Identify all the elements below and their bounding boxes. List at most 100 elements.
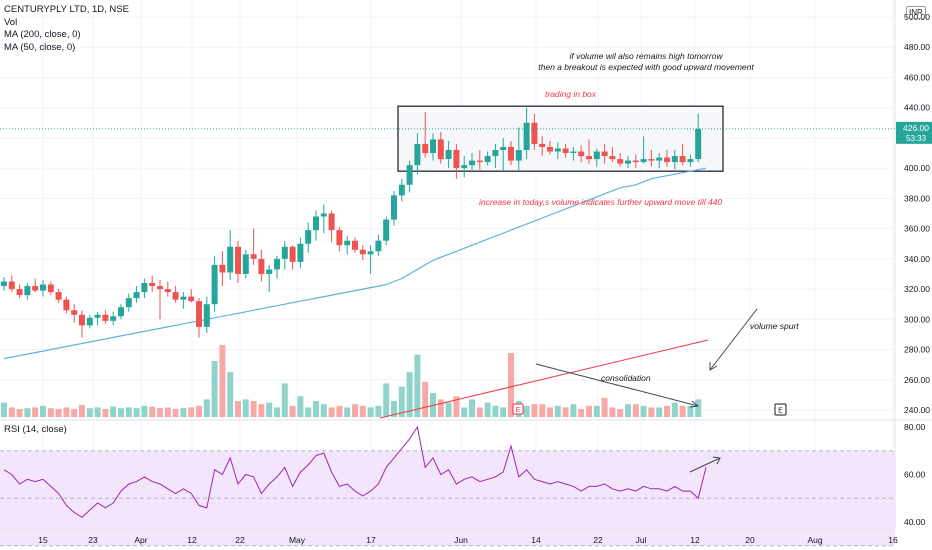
volume-bar — [94, 407, 101, 417]
price-tick-label: 260.00 — [904, 375, 930, 385]
volume-bar — [461, 407, 468, 417]
candle-body — [554, 148, 561, 152]
candle-body — [320, 213, 327, 217]
candle-body — [266, 269, 273, 274]
volume-bar — [180, 408, 187, 417]
candle-body — [352, 240, 358, 250]
volume-bar — [16, 409, 23, 417]
volume-spurt-arrow — [709, 308, 758, 371]
candle-body — [430, 139, 436, 154]
candle-body — [453, 150, 460, 169]
candle-body — [164, 289, 171, 293]
candle-body — [422, 143, 429, 154]
volume-bar — [297, 396, 304, 417]
note-line-1: if volume wil also remains high tomorrow — [569, 51, 723, 61]
volume-bar — [656, 407, 663, 417]
candle-body — [47, 284, 54, 293]
volume-bar — [687, 405, 694, 417]
volume-bar — [86, 408, 93, 417]
time-axis: 15 23 Apr 12 22 May 17 Jun 14 22 Jul 12 20 Aug 16 — [38, 535, 898, 545]
time-tick-label: 12 — [690, 535, 700, 545]
candle-body — [375, 240, 382, 252]
rsi-line — [3, 425, 707, 518]
time-tick-label: Apr — [134, 535, 147, 545]
volume-bar — [79, 405, 85, 417]
time-tick-label: 23 — [88, 535, 98, 545]
candle-body — [250, 254, 257, 259]
volume-bar — [157, 408, 163, 417]
volume-bar — [632, 404, 639, 417]
currency-badge[interactable]: INR — [906, 6, 926, 19]
volume-bar — [476, 407, 483, 417]
candle-body — [274, 258, 280, 270]
volume-bar — [586, 405, 592, 417]
volume-bar — [110, 406, 117, 417]
volume-bar — [235, 401, 241, 417]
price-tick-label: 240.00 — [904, 405, 930, 415]
volume-bar — [383, 383, 390, 417]
time-tick-label: 15 — [38, 535, 48, 545]
candle-body — [601, 151, 608, 157]
volume-bar — [554, 405, 561, 417]
price-tick-label: 500.00 — [904, 12, 930, 22]
candle-body — [133, 292, 140, 299]
candle-body — [648, 159, 655, 161]
volume-bar — [469, 399, 475, 417]
volume-bar — [8, 407, 15, 417]
volume-bar — [539, 404, 546, 417]
volume-bar — [601, 397, 608, 417]
earnings-marker-label: E — [778, 408, 783, 415]
volume-bar — [593, 405, 600, 417]
candle-body — [695, 128, 702, 160]
volume-bar — [671, 402, 678, 417]
candle-body — [469, 160, 475, 166]
volume-series — [1, 345, 702, 417]
candle-body — [79, 314, 85, 326]
volume-bar — [172, 409, 179, 417]
volume-bar — [188, 407, 195, 417]
candle-body — [562, 148, 569, 154]
volume-bar — [1, 402, 7, 417]
volume-bar — [196, 405, 202, 417]
candle-body — [336, 230, 343, 246]
earnings-marker-label: E — [516, 407, 521, 414]
candle-body — [110, 316, 117, 321]
grid-lines — [0, 0, 895, 530]
volume-bar — [500, 407, 507, 417]
consolidation-arrow — [535, 363, 699, 407]
candle-body — [632, 160, 639, 163]
candle-body — [40, 284, 46, 291]
volume-bar — [391, 401, 397, 417]
candle-body — [437, 139, 444, 160]
time-tick-label: May — [289, 535, 306, 545]
candle-body — [492, 150, 499, 157]
volume-bar — [695, 399, 702, 417]
symbol-title: CENTURYPLY LTD, 1D, NSE — [4, 4, 129, 15]
consolidation-label: consolidation — [601, 373, 651, 383]
volume-bar — [47, 408, 54, 417]
candle-body — [125, 298, 132, 308]
time-tick-label: 12 — [187, 535, 197, 545]
volume-bar — [640, 405, 647, 417]
price-axis: 240.00 260.00 280.00 300.00 320.00 340.00 360.… — [904, 12, 930, 527]
volume-note: increase in today,s volume indicates fur… — [479, 197, 722, 207]
candle-series — [1, 107, 702, 338]
candle-body — [523, 122, 530, 151]
vol-legend: Vol — [4, 16, 18, 28]
candle-body — [55, 292, 62, 300]
note-line-2: then a breakout is expected with good up… — [538, 62, 754, 72]
candle-body — [671, 156, 678, 163]
time-tick-label: 22 — [593, 535, 603, 545]
candle-body — [586, 156, 592, 160]
candle-body — [656, 157, 663, 161]
candle-body — [281, 246, 288, 259]
candle-body — [515, 150, 522, 161]
volume-spurt-label: volume spurt — [750, 321, 799, 331]
time-tick-label: Jun — [454, 535, 468, 545]
volume-bar — [32, 407, 39, 417]
volume-bar — [40, 405, 46, 417]
volume-bar — [164, 407, 171, 417]
volume-bar — [250, 401, 257, 417]
volume-bar — [570, 404, 577, 417]
